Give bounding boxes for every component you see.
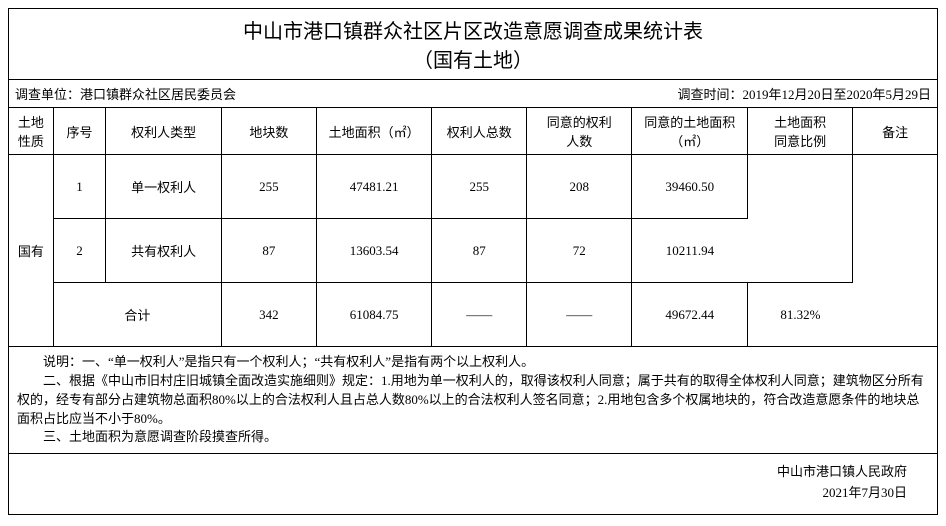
nature-cell: 国有 — [9, 155, 53, 347]
sign-org: 中山市港口镇人民政府 — [9, 462, 907, 483]
total-plots: 342 — [222, 283, 317, 347]
survey-unit: 调查单位：港口镇群众社区居民委员会 — [15, 84, 236, 103]
report-sheet: 中山市港口镇群众社区片区改造意愿调查成果统计表 （国有土地） 调查单位：港口镇群… — [8, 8, 938, 515]
h-note: 备注 — [853, 108, 937, 155]
cell-area: 47481.21 — [316, 155, 432, 219]
cell-seq: 2 — [53, 219, 106, 283]
header-row: 土地性质 序号 权利人类型 地块数 土地面积（㎡） 权利人总数 同意的权利人数 … — [9, 108, 937, 155]
total-total: —— — [432, 283, 527, 347]
cell-note — [853, 155, 937, 347]
sign-date: 2021年7月30日 — [9, 483, 907, 504]
total-label: 合计 — [53, 283, 221, 347]
cell-type: 共有权利人 — [106, 219, 222, 283]
cell-agreearea: 10211.94 — [632, 219, 748, 283]
h-ratio: 土地面积同意比例 — [748, 108, 853, 155]
h-seq: 序号 — [53, 108, 106, 155]
h-plots: 地块数 — [222, 108, 317, 155]
h-agreearea: 同意的土地面积（㎡） — [632, 108, 748, 155]
cell-agree: 72 — [527, 219, 632, 283]
h-total: 权利人总数 — [432, 108, 527, 155]
total-ratio: 81.32% — [748, 283, 853, 347]
h-nature: 土地性质 — [9, 108, 53, 155]
meta-row: 调查单位：港口镇群众社区居民委员会 调查时间：2019年12月20日至2020年… — [9, 80, 937, 108]
h-type: 权利人类型 — [106, 108, 222, 155]
cell-agree: 208 — [527, 155, 632, 219]
cell-agreearea: 39460.50 — [632, 155, 748, 219]
data-table: 土地性质 序号 权利人类型 地块数 土地面积（㎡） 权利人总数 同意的权利人数 … — [9, 108, 937, 347]
note-1: 说明：一、“单一权利人”是指只有一个权利人；“共有权利人”是指有两个以上权利人。 — [17, 353, 929, 372]
cell-plots: 87 — [222, 219, 317, 283]
cell-seq: 1 — [53, 155, 106, 219]
cell-ratio — [748, 155, 853, 283]
signature-block: 中山市港口镇人民政府 2021年7月30日 — [9, 454, 937, 514]
h-agree: 同意的权利人数 — [527, 108, 632, 155]
note-3: 三、土地面积为意愿调查阶段摸查所得。 — [17, 428, 929, 447]
table-row: 国有 1 单一权利人 255 47481.21 255 208 39460.50 — [9, 155, 937, 219]
cell-total: 87 — [432, 219, 527, 283]
notes-block: 说明：一、“单一权利人”是指只有一个权利人；“共有权利人”是指有两个以上权利人。… — [9, 347, 937, 454]
survey-time: 调查时间：2019年12月20日至2020年5月29日 — [677, 84, 931, 103]
note-2: 二、根据《中山市旧村庄旧城镇全面改造实施细则》规定：1.用地为单一权利人的，取得… — [17, 372, 929, 429]
total-row: 合计 342 61084.75 —— —— 49672.44 81.32% — [9, 283, 937, 347]
cell-type: 单一权利人 — [106, 155, 222, 219]
total-area: 61084.75 — [316, 283, 432, 347]
cell-plots: 255 — [222, 155, 317, 219]
cell-area: 13603.54 — [316, 219, 432, 283]
h-area: 土地面积（㎡） — [316, 108, 432, 155]
cell-total: 255 — [432, 155, 527, 219]
total-agree: —— — [527, 283, 632, 347]
subtitle: （国有土地） — [9, 44, 937, 80]
title: 中山市港口镇群众社区片区改造意愿调查成果统计表 — [9, 9, 937, 44]
total-agreearea: 49672.44 — [632, 283, 748, 347]
